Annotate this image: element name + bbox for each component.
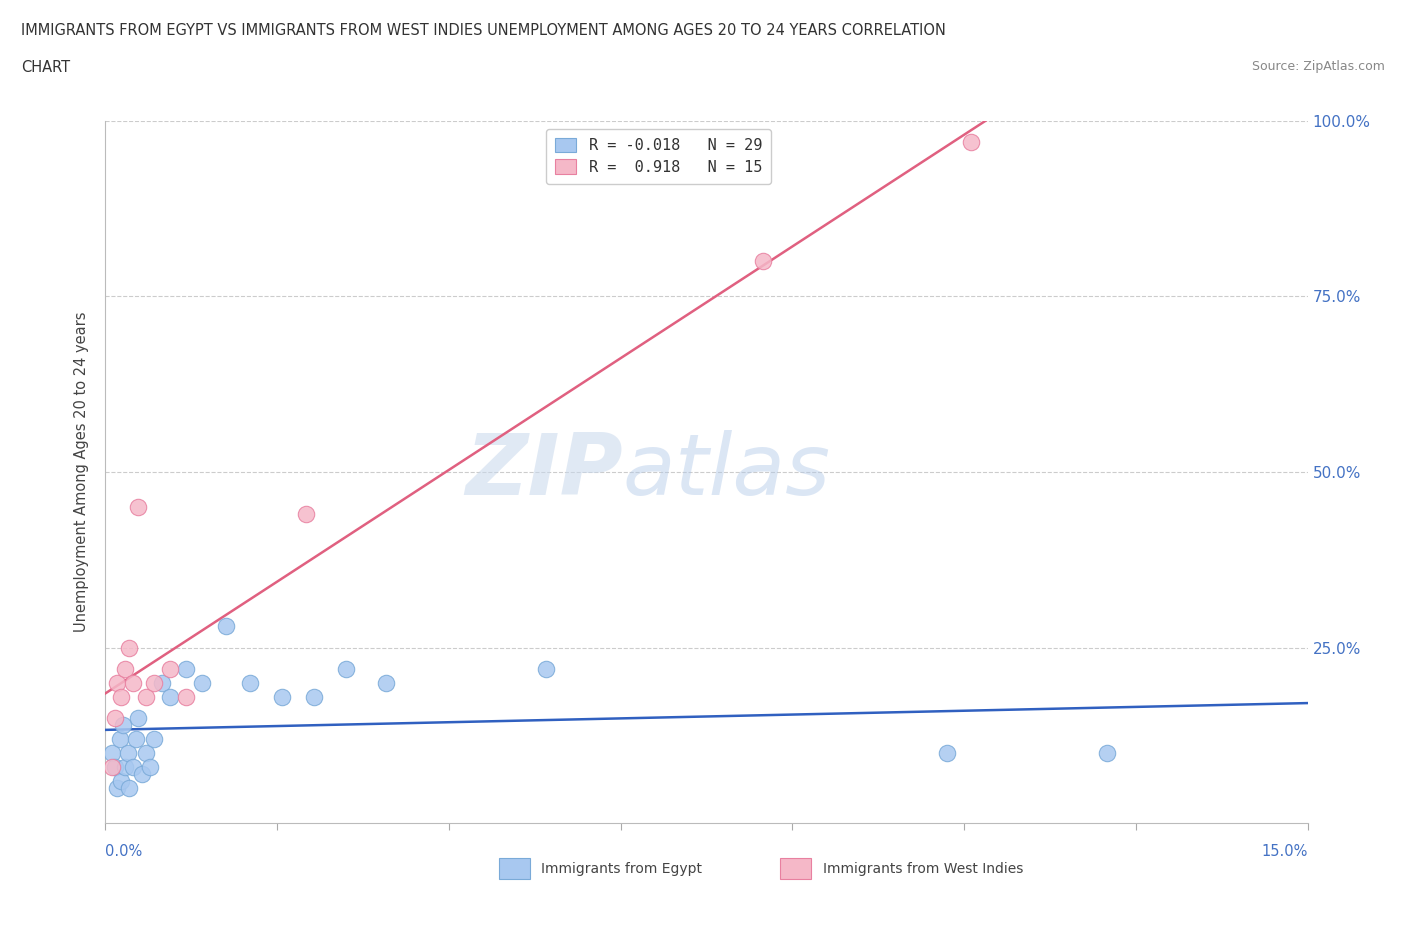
Point xyxy=(239,675,262,690)
Point xyxy=(214,619,236,634)
Point xyxy=(142,675,165,690)
Point xyxy=(138,760,160,775)
Point xyxy=(190,675,212,690)
Point xyxy=(125,731,148,746)
Point xyxy=(174,689,197,704)
Text: Immigrants from West Indies: Immigrants from West Indies xyxy=(823,861,1024,876)
Text: ZIP: ZIP xyxy=(465,431,623,513)
Point xyxy=(107,675,129,690)
Y-axis label: Unemployment Among Ages 20 to 24 years: Unemployment Among Ages 20 to 24 years xyxy=(75,312,90,632)
Point xyxy=(101,746,124,761)
Point xyxy=(534,661,557,676)
Point xyxy=(118,640,141,655)
Legend: R = -0.018   N = 29, R =  0.918   N = 15: R = -0.018 N = 29, R = 0.918 N = 15 xyxy=(546,128,770,184)
Point xyxy=(174,661,197,676)
Point xyxy=(142,731,165,746)
Point xyxy=(936,746,959,761)
Point xyxy=(127,499,149,514)
Point xyxy=(104,711,127,725)
Text: IMMIGRANTS FROM EGYPT VS IMMIGRANTS FROM WEST INDIES UNEMPLOYMENT AMONG AGES 20 : IMMIGRANTS FROM EGYPT VS IMMIGRANTS FROM… xyxy=(21,23,946,38)
Point xyxy=(131,766,153,781)
Text: 0.0%: 0.0% xyxy=(105,844,142,859)
Point xyxy=(118,780,141,795)
Point xyxy=(107,780,129,795)
Point xyxy=(114,760,136,775)
Text: atlas: atlas xyxy=(623,431,831,513)
Point xyxy=(159,689,181,704)
Point xyxy=(150,675,173,690)
Point xyxy=(302,689,325,704)
Point xyxy=(114,661,136,676)
Point xyxy=(122,675,145,690)
Point xyxy=(108,731,131,746)
Point xyxy=(110,774,132,789)
Point xyxy=(110,689,132,704)
Point xyxy=(270,689,292,704)
Point xyxy=(374,675,398,690)
Text: CHART: CHART xyxy=(21,60,70,75)
Text: 15.0%: 15.0% xyxy=(1261,844,1308,859)
Point xyxy=(104,760,127,775)
Point xyxy=(127,711,149,725)
Point xyxy=(159,661,181,676)
Point xyxy=(335,661,357,676)
Point xyxy=(112,717,135,732)
Point xyxy=(122,760,145,775)
Point xyxy=(101,760,124,775)
Text: Immigrants from Egypt: Immigrants from Egypt xyxy=(541,861,703,876)
Text: Source: ZipAtlas.com: Source: ZipAtlas.com xyxy=(1251,60,1385,73)
Point xyxy=(295,507,318,522)
Point xyxy=(960,135,983,150)
Point xyxy=(135,689,157,704)
Point xyxy=(751,254,773,269)
Point xyxy=(135,746,157,761)
Point xyxy=(1097,746,1119,761)
Point xyxy=(117,746,139,761)
